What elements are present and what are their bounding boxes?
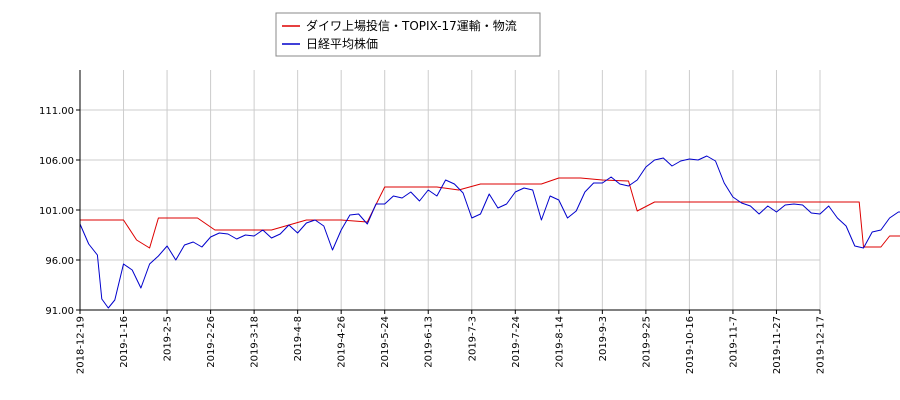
y-tick-label: 106.00 [39, 156, 74, 167]
x-tick-label: 2019-8-14 [554, 316, 565, 368]
series-line-0 [80, 177, 900, 249]
x-tick-label: 2019-6-13 [424, 316, 435, 368]
y-tick-label: 96.00 [45, 256, 74, 267]
x-tick-label: 2019-3-18 [250, 316, 261, 368]
x-tick-label: 2019-1-16 [119, 316, 130, 368]
x-tick-label: 2019-4-26 [337, 316, 348, 368]
x-tick-label: 2019-11-7 [728, 316, 739, 368]
x-tick-label: 2019-2-26 [206, 316, 217, 368]
y-tick-label: 101.00 [39, 206, 74, 217]
series-line-1 [79, 155, 900, 309]
axes: 2018-12-19 2019-1-16 2019-2-5 2019-2-26 2019… [39, 70, 827, 374]
x-tick-label: 2019-4-8 [293, 316, 304, 361]
y-tick-label: 111.00 [39, 106, 74, 117]
x-tick-label: 2019-5-24 [380, 316, 391, 368]
x-tick-label: 2019-7-3 [467, 316, 478, 361]
x-tick-label: 2019-12-17 [816, 316, 827, 374]
x-tick-label: 2019-7-24 [511, 316, 522, 368]
series-layer [79, 155, 900, 309]
x-tick-label: 2018-12-19 [76, 316, 87, 374]
legend-label-0: ダイワ上場投信・TOPIX-17運輸・物流 [306, 18, 517, 33]
grid [79, 70, 821, 311]
x-tick-label: 2019-9-25 [641, 316, 652, 368]
x-tick-label: 2019-10-16 [685, 316, 696, 374]
legend-box [275, 12, 541, 57]
x-tick-label: 2019-2-5 [163, 316, 174, 361]
x-tick-label: 2019-9-3 [598, 316, 609, 361]
legend: ダイワ上場投信・TOPIX-17運輸・物流 日経平均株価 [275, 12, 541, 57]
x-tick-label: 2019-11-27 [772, 316, 783, 374]
legend-label-1: 日経平均株価 [306, 36, 378, 51]
y-tick-label: 91.00 [45, 306, 74, 317]
